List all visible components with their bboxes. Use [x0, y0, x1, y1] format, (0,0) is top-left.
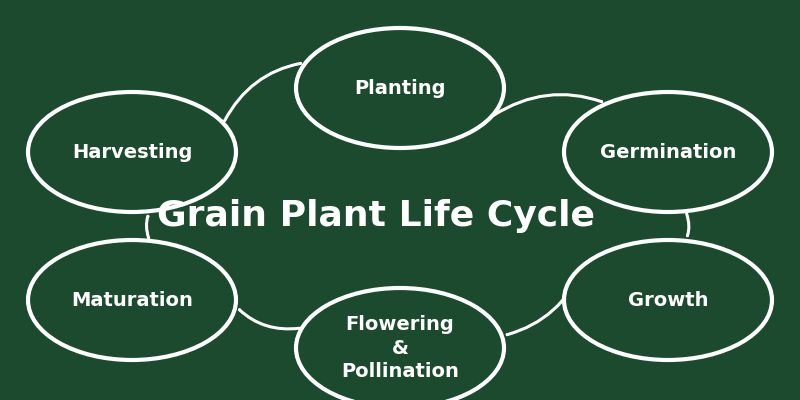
Ellipse shape	[564, 92, 772, 212]
FancyArrowPatch shape	[507, 267, 583, 335]
Text: Grain Plant Life Cycle: Grain Plant Life Cycle	[157, 199, 595, 233]
Text: Maturation: Maturation	[71, 290, 193, 310]
Text: Harvesting: Harvesting	[72, 142, 192, 162]
Ellipse shape	[296, 288, 504, 400]
FancyArrowPatch shape	[225, 63, 301, 121]
FancyArrowPatch shape	[239, 310, 299, 329]
Text: Germination: Germination	[600, 142, 736, 162]
Text: Planting: Planting	[354, 78, 446, 98]
FancyArrowPatch shape	[686, 214, 689, 236]
Ellipse shape	[564, 240, 772, 360]
FancyArrowPatch shape	[494, 94, 602, 115]
Ellipse shape	[28, 92, 236, 212]
Ellipse shape	[296, 28, 504, 148]
Text: Growth: Growth	[628, 290, 708, 310]
Text: Flowering
&
Pollination: Flowering & Pollination	[341, 315, 459, 381]
FancyArrowPatch shape	[146, 216, 149, 238]
Ellipse shape	[28, 240, 236, 360]
